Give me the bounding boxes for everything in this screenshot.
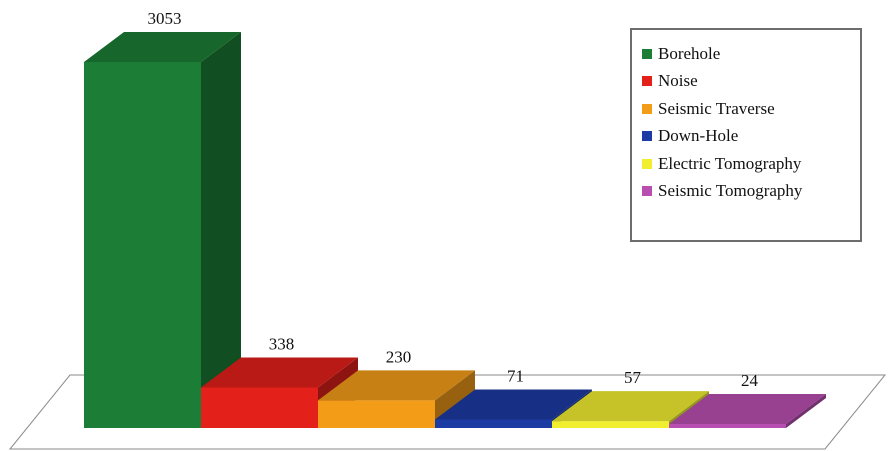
bar-top (552, 391, 709, 422)
value-label-seismic-traverse: 230 (386, 347, 412, 366)
bar-top (84, 32, 241, 62)
legend-swatch (642, 48, 652, 59)
legend-item-seismic-tomography: Seismic Tomography (642, 178, 860, 206)
legend-item-down-hole: Down-Hole (642, 123, 860, 151)
value-label-borehole: 3053 (148, 9, 182, 28)
bars-group (84, 32, 826, 428)
legend: Borehole Noise Seismic Traverse Down-Hol… (630, 28, 862, 242)
legend-label: Noise (658, 71, 698, 91)
bar-top (318, 370, 475, 401)
bar-seismic-tomography (669, 394, 826, 428)
legend-swatch (642, 158, 652, 169)
legend-label: Down-Hole (658, 126, 739, 146)
value-label-electric-tomography: 57 (624, 368, 642, 387)
bar-top (669, 394, 826, 424)
bar-side (201, 32, 241, 428)
value-label-seismic-tomography: 24 (741, 371, 759, 390)
legend-label: Borehole (658, 43, 721, 63)
value-label-down-hole: 71 (507, 366, 524, 385)
bar-front (84, 62, 201, 428)
bar-side (786, 394, 826, 428)
legend-swatch (642, 76, 652, 87)
legend-label: Seismic Tomography (658, 181, 803, 201)
legend-item-seismic-traverse: Seismic Traverse (642, 95, 860, 123)
value-labels-group: 3053 338 230 71 57 24 (148, 9, 759, 390)
bar-front (669, 424, 786, 428)
bar-front (201, 387, 318, 428)
bar-borehole (84, 32, 241, 428)
legend-swatch (642, 103, 652, 114)
legend-swatch (642, 186, 652, 197)
legend-item-electric-tomography: Electric Tomography (642, 150, 860, 178)
bar-top (201, 357, 358, 388)
legend-item-noise: Noise (642, 68, 860, 96)
legend-label: Seismic Traverse (658, 98, 775, 118)
legend-swatch (642, 131, 652, 142)
bar-front (318, 400, 435, 428)
legend-label: Electric Tomography (658, 153, 802, 173)
value-label-noise: 338 (269, 334, 295, 353)
bar-top (435, 389, 592, 420)
bar-front (435, 419, 552, 428)
legend-item-borehole: Borehole (642, 40, 860, 68)
bar-front (552, 421, 669, 428)
